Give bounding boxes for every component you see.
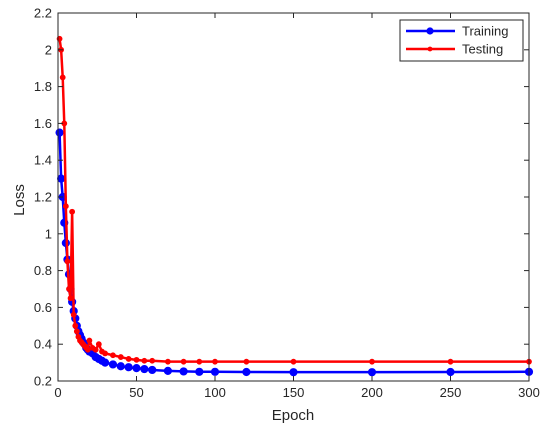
data-point-testing (69, 208, 76, 215)
x-tick-label: 150 (283, 385, 305, 400)
x-tick-label: 100 (204, 385, 226, 400)
data-point-testing (149, 357, 156, 364)
legend-marker-testing (427, 46, 433, 52)
y-tick-label: 2.2 (34, 6, 52, 21)
data-point-training (179, 367, 188, 376)
data-point-testing (64, 258, 71, 265)
data-point-training (367, 368, 377, 377)
y-tick-label: 0.4 (34, 337, 52, 352)
x-tick-label: 250 (440, 385, 462, 400)
data-point-training (124, 363, 133, 372)
data-point-testing (86, 337, 93, 344)
x-axis-label: Epoch (272, 407, 315, 424)
data-point-testing (180, 358, 187, 365)
data-point-testing (117, 354, 124, 360)
plot-area (58, 13, 529, 381)
data-point-testing (243, 358, 250, 365)
data-point-testing (72, 322, 79, 329)
ticks-layer: 0 50 100 150 200 250 300 0.2 0.4 0.6 0.8 1 1.2 1.4 1.6… (34, 6, 540, 401)
plot-background (58, 13, 529, 381)
data-point-training (148, 365, 157, 375)
data-point-testing (62, 203, 69, 210)
y-tick-label: 1.8 (34, 79, 52, 94)
data-point-training (101, 358, 110, 367)
legend-label-testing: Testing (462, 42, 503, 57)
y-tick-label: 1.4 (34, 153, 52, 168)
y-tick-label: 1 (45, 226, 52, 241)
y-tick-label: 1.6 (34, 116, 52, 131)
data-point-testing (196, 358, 203, 365)
y-tick-label: 0.8 (34, 263, 52, 278)
data-point-testing (92, 346, 99, 353)
data-point-training (132, 364, 141, 373)
data-point-training (195, 367, 204, 376)
data-point-testing (67, 295, 74, 302)
y-tick-label: 0.6 (34, 300, 52, 315)
data-point-testing (447, 358, 454, 365)
x-tick-label: 50 (129, 385, 143, 400)
data-point-testing (84, 346, 91, 353)
data-point-testing (141, 357, 148, 364)
data-point-training (55, 128, 64, 137)
data-point-training (57, 174, 66, 183)
data-point-testing (369, 358, 375, 365)
data-point-training (289, 368, 298, 377)
data-point-training (140, 364, 149, 374)
legend-label-training: Training (462, 24, 508, 39)
series-line-testing (58, 38, 529, 363)
data-point-testing (59, 74, 66, 81)
y-tick-label: 2 (45, 42, 52, 57)
data-point-training (116, 362, 125, 371)
data-point-testing (133, 356, 140, 363)
data-point-training (210, 367, 220, 376)
data-point-testing (165, 358, 171, 365)
data-point-testing (212, 358, 218, 365)
x-tick-label: 0 (54, 385, 61, 400)
data-point-training (108, 360, 118, 369)
y-tick-label: 1.2 (34, 190, 52, 205)
legend: Training Testing (399, 19, 524, 62)
legend-marker-training (426, 27, 434, 35)
y-axis-label: Loss (11, 184, 28, 216)
x-tick-label: 200 (361, 385, 383, 400)
x-tick-label: 300 (518, 385, 540, 400)
legend-box (399, 19, 524, 62)
data-point-testing (95, 341, 102, 348)
y-tick-label: 0.2 (34, 374, 52, 389)
data-point-testing (290, 358, 297, 365)
data-point-training (163, 366, 172, 375)
data-point-testing (102, 350, 108, 357)
data-point-testing (70, 311, 77, 318)
data-point-training (242, 367, 251, 377)
data-point-testing (125, 356, 132, 362)
data-point-testing (66, 286, 72, 292)
data-point-testing (73, 328, 80, 335)
data-point-testing (110, 352, 116, 359)
data-point-training (446, 367, 455, 377)
